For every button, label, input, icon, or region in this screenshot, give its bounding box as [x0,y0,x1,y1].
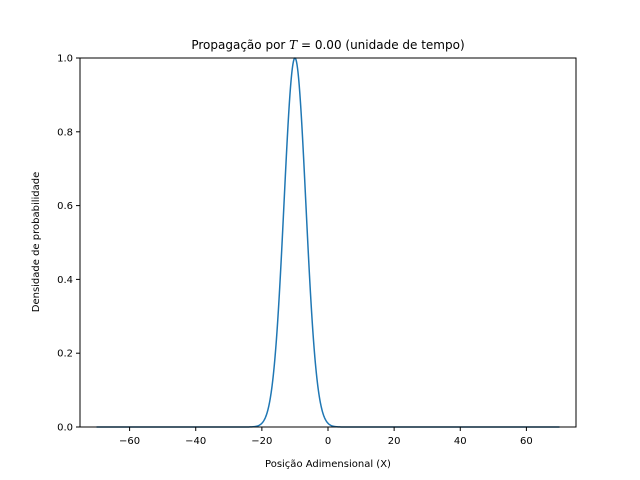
y-tick-label: 1.0 [57,54,73,65]
y-tick-label: 0.4 [57,275,73,286]
x-axis-label: Posição Adimensional (X) [265,459,391,470]
x-tick-label: 60 [520,436,533,447]
axes-frame [79,57,577,428]
y-tick-label: 0.0 [57,423,73,434]
y-tick-label: 0.8 [57,127,73,138]
x-tick-label: 0 [325,436,331,447]
series-line-0 [96,57,560,428]
y-axis-label: Densidade de probabilidade [31,172,42,313]
x-tick-label: 40 [454,436,467,447]
x-tick-label: −40 [185,436,206,447]
plot-area [96,57,560,428]
y-tick-label: 0.2 [57,349,73,360]
x-tick-label: −60 [119,436,140,447]
x-tick-label: −20 [251,436,272,447]
axis-ticks: −60 −40 −20 0 20 40 60 0.0 0.2 0.4 0.6 0.8 1.0 [57,54,533,448]
y-tick-label: 0.6 [57,201,73,212]
x-tick-label: 20 [388,436,401,447]
chart-title: Propagação por T = 0.00 (unidade de temp… [191,38,464,52]
